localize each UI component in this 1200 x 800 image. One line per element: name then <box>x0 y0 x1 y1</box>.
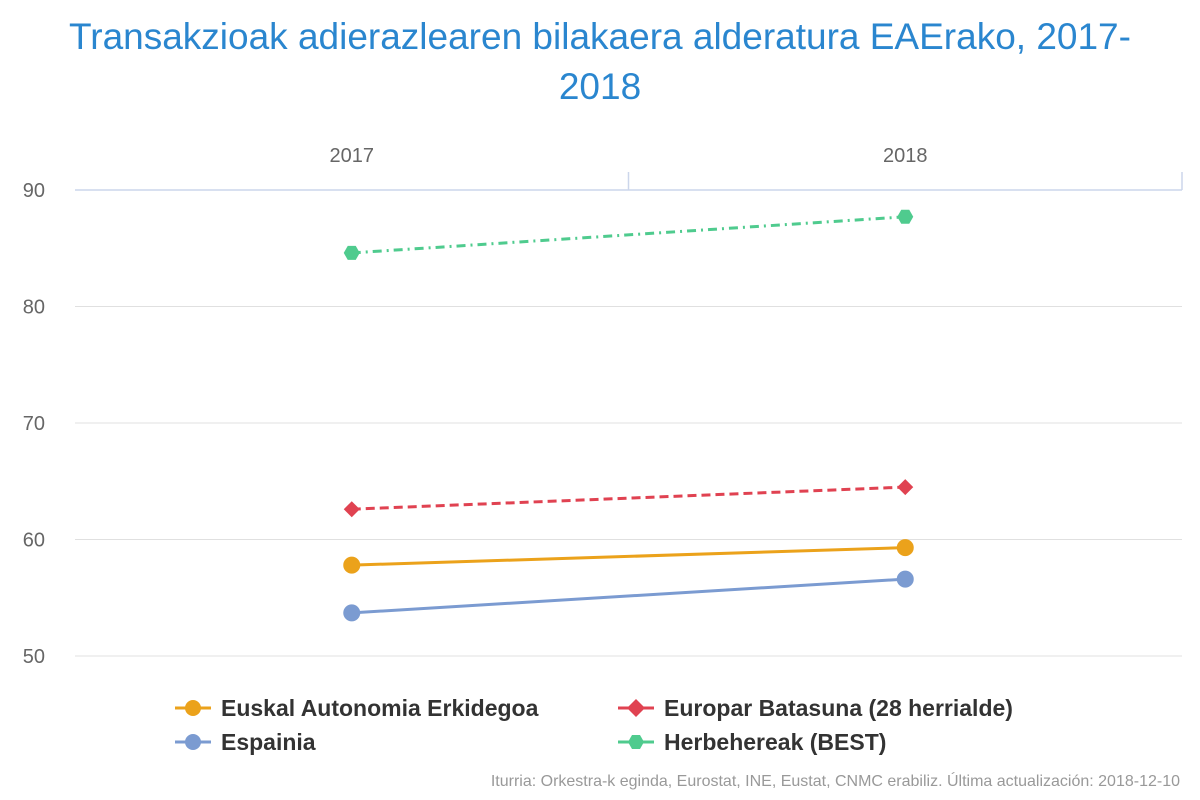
series-lines <box>343 209 914 622</box>
data-point[interactable] <box>896 570 914 588</box>
x-tick-label: 2017 <box>330 145 375 167</box>
axes: 50 60 70 80 90 2017 2018 <box>23 145 1183 668</box>
data-point[interactable] <box>896 539 914 557</box>
legend-label: Herbehereak (BEST) <box>664 728 887 755</box>
legend-label: Europar Batasuna (28 herrialde) <box>664 694 1013 721</box>
legend-swatch-circle-icon <box>175 734 211 750</box>
data-point[interactable] <box>343 245 360 260</box>
series-line <box>351 485 906 511</box>
data-point[interactable] <box>897 479 914 496</box>
legend-swatch-hexagon-icon <box>618 735 654 749</box>
data-point[interactable] <box>897 209 914 224</box>
data-point[interactable] <box>343 501 360 518</box>
y-tick-label: 70 <box>23 413 45 435</box>
y-tick-label: 90 <box>23 180 45 202</box>
x-tick-label: 2018 <box>883 145 928 167</box>
series-3 <box>343 209 914 260</box>
gridlines <box>75 306 1182 657</box>
legend-item-espainia[interactable]: Espainia <box>175 726 316 758</box>
series-1 <box>343 479 914 518</box>
source-note: Iturria: Orkestra-k eginda, Eurostat, IN… <box>490 773 1180 790</box>
chart-title: Transakzioak adierazlearen bilakaera ald… <box>69 16 1131 107</box>
data-point[interactable] <box>343 604 361 622</box>
legend-item-herbehereak[interactable]: Herbehereak (BEST) <box>618 726 886 758</box>
legend-swatch-circle-icon <box>175 700 211 716</box>
y-tick-label: 80 <box>23 297 45 319</box>
legend-item-euskal-autonomia-erkidegoa[interactable]: Euskal Autonomia Erkidegoa <box>175 692 538 724</box>
series-line <box>351 546 906 567</box>
series-2 <box>343 570 914 622</box>
legend-label: Espainia <box>221 728 316 755</box>
series-line <box>351 577 906 615</box>
y-tick-label: 60 <box>23 530 45 552</box>
y-tick-label: 50 <box>23 646 45 668</box>
series-line <box>351 215 906 255</box>
data-point[interactable] <box>343 556 361 574</box>
legend-item-europar-batasuna[interactable]: Europar Batasuna (28 herrialde) <box>618 692 1013 724</box>
series-0 <box>343 539 914 574</box>
legend-swatch-diamond-icon <box>618 699 654 717</box>
legend-label: Euskal Autonomia Erkidegoa <box>221 694 539 721</box>
